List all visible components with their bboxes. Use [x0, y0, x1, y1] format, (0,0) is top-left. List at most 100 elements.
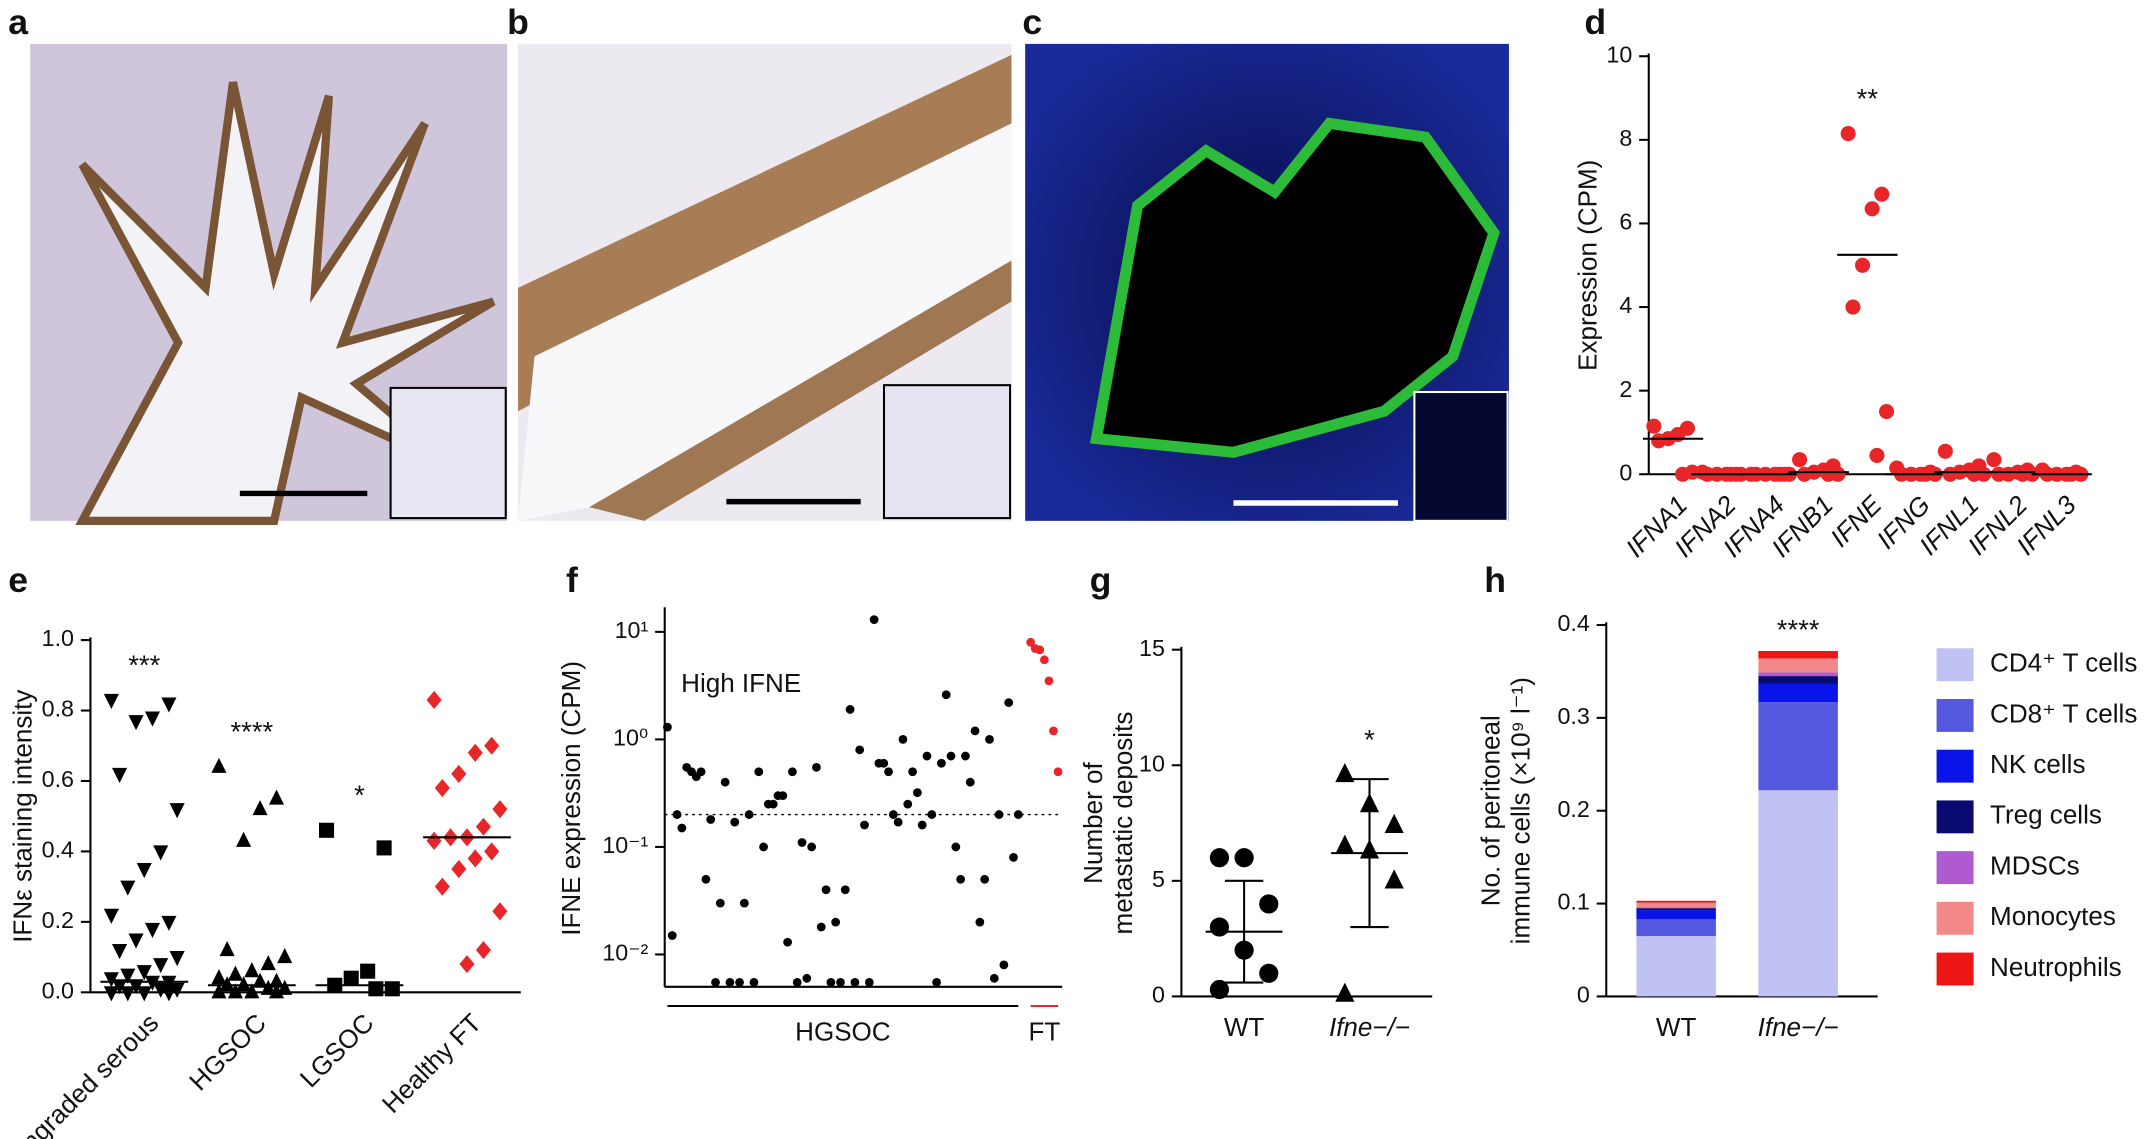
x-tick-label: Ifne−/− — [1758, 1012, 1839, 1042]
point — [153, 958, 169, 974]
point — [136, 863, 152, 879]
panel-label: e — [8, 560, 28, 600]
point — [252, 800, 268, 816]
point — [845, 705, 855, 714]
point — [103, 972, 119, 988]
panel-label: f — [566, 560, 578, 600]
y-tick-label: 1.0 — [42, 625, 74, 651]
y-tick-label: 15 — [1139, 635, 1165, 661]
point — [1845, 299, 1861, 315]
legend-swatch — [1936, 851, 1974, 885]
y-tick-label: 0.6 — [42, 766, 74, 792]
group-label: HGSOC — [795, 1016, 890, 1046]
point — [816, 922, 826, 932]
legend-label: CD8⁺ T cells — [1990, 698, 2137, 728]
bar-segment — [1636, 900, 1716, 903]
point — [1039, 655, 1049, 665]
point — [1675, 466, 1691, 482]
point — [1792, 452, 1808, 468]
point — [1004, 698, 1014, 707]
point — [484, 736, 500, 755]
point — [768, 799, 778, 809]
legend-swatch — [1936, 952, 1974, 986]
panel-label: a — [8, 2, 29, 42]
point — [268, 983, 285, 999]
bar-segment — [1758, 676, 1838, 684]
y-tick-label: 5 — [1152, 866, 1165, 892]
point — [376, 840, 392, 856]
y-axis-label: metastatic deposits — [1108, 712, 1138, 935]
x-tick-label: IFNE — [1824, 489, 1888, 553]
legend-swatch — [1936, 800, 1974, 834]
point — [744, 810, 754, 819]
point — [893, 817, 903, 827]
significance: **** — [1777, 614, 1820, 645]
point — [696, 767, 706, 777]
point — [739, 898, 749, 908]
point — [836, 977, 845, 987]
point — [956, 874, 966, 884]
bar-segment — [1758, 658, 1838, 673]
micrograph-a — [30, 43, 508, 525]
point — [970, 726, 980, 736]
point — [677, 823, 687, 833]
point — [1234, 848, 1254, 868]
point — [1013, 810, 1023, 819]
point — [1384, 869, 1404, 889]
bar-segment — [1636, 907, 1716, 909]
point — [749, 977, 759, 987]
point — [451, 859, 467, 879]
legend-label: NK cells — [1990, 749, 2085, 779]
point — [1209, 848, 1230, 868]
panel-label: c — [1022, 2, 1042, 42]
point — [1384, 813, 1404, 834]
y-axis-label: Number of — [1078, 762, 1108, 884]
panel-label: d — [1584, 2, 1606, 42]
point — [459, 955, 475, 974]
point — [730, 817, 740, 827]
y-tick-label: 10⁻¹ — [602, 832, 648, 858]
point — [2015, 466, 2031, 482]
point — [426, 690, 442, 710]
point — [103, 693, 119, 710]
point — [663, 722, 672, 732]
point — [1335, 982, 1355, 1002]
y-tick-label: 0 — [1619, 459, 1632, 485]
point — [831, 917, 841, 927]
point — [161, 975, 177, 991]
point — [754, 767, 764, 777]
point — [120, 880, 136, 896]
point — [1820, 466, 1836, 482]
point — [1209, 917, 1230, 937]
point — [888, 810, 898, 819]
point — [980, 874, 990, 884]
point — [672, 810, 682, 819]
legend-label: Treg cells — [1990, 800, 2102, 830]
point — [434, 877, 450, 896]
micrograph-c — [1025, 43, 1509, 522]
point — [961, 751, 970, 761]
point — [467, 849, 483, 868]
point — [1035, 645, 1045, 655]
significance: ** — [1857, 83, 1879, 114]
y-tick-label: 0.1 — [1557, 889, 1589, 915]
y-tick-label: 0 — [1577, 982, 1590, 1008]
y-tick-label: 0.2 — [42, 907, 74, 933]
point — [153, 845, 169, 861]
significance: **** — [230, 716, 273, 747]
point — [1966, 466, 1982, 482]
legend-swatch — [1936, 901, 1974, 935]
point — [1646, 418, 1662, 434]
x-tick-label: Healthy FT — [376, 1008, 487, 1119]
micrograph-b — [518, 43, 1012, 521]
point — [1991, 466, 2007, 482]
point — [864, 977, 874, 987]
point — [343, 970, 359, 986]
y-axis-label: Expression (CPM) — [1573, 160, 1603, 371]
point — [908, 767, 917, 777]
y-axis-label: IFNE expression (CPM) — [556, 661, 586, 936]
legend-label: MDSCs — [1990, 850, 2080, 880]
point — [1049, 726, 1058, 736]
point — [128, 715, 144, 731]
point — [1259, 963, 1279, 983]
